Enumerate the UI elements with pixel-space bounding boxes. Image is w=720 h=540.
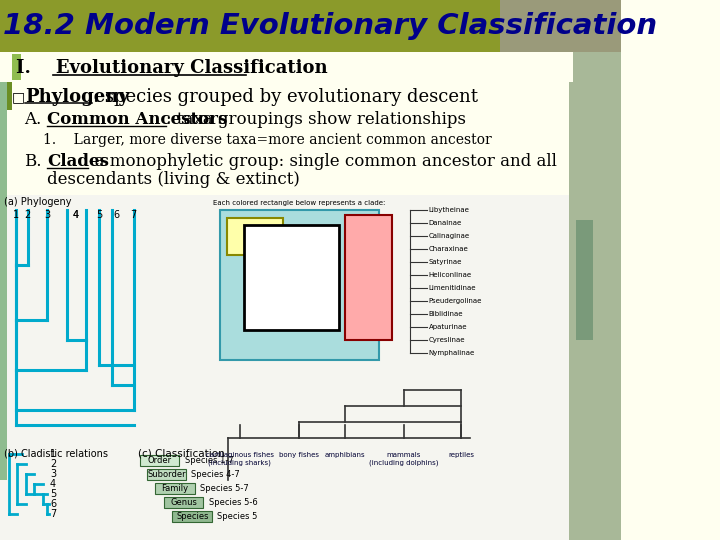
Text: Charaxinae: Charaxinae [428,246,468,252]
Text: descendants (living & extinct): descendants (living & extinct) [48,172,300,188]
Text: bony fishes: bony fishes [279,452,319,458]
Text: Apaturinae: Apaturinae [428,324,467,330]
Bar [345,215,392,340]
Text: Libytheinae: Libytheinae [428,207,469,213]
Text: 6: 6 [113,210,120,220]
Text: Danainae: Danainae [428,220,462,226]
Text: 7: 7 [50,509,56,519]
Text: Pseudergolinae: Pseudergolinae [428,298,482,304]
Text: Limenitidinae: Limenitidinae [428,285,476,291]
Text: Satyrinae: Satyrinae [428,259,462,265]
Text: Species 5: Species 5 [217,512,258,521]
Bar [0,52,573,82]
Bar [0,52,7,480]
Text: Suborder: Suborder [147,470,186,479]
Text: : species grouped by evolutionary descent: : species grouped by evolutionary descen… [93,88,478,106]
Text: : taxa groupings show relationships: : taxa groupings show relationships [166,111,467,129]
Bar [227,218,283,255]
Text: amphibians: amphibians [325,452,365,458]
Bar [156,483,195,494]
Text: (a) Phylogeny: (a) Phylogeny [4,197,72,207]
Text: 18.2 Modern Evolutionary Classification: 18.2 Modern Evolutionary Classification [4,12,657,40]
Text: Common Ancestors: Common Ancestors [48,111,228,129]
Text: Species 4-7: Species 4-7 [192,470,240,479]
Text: Biblidinae: Biblidinae [428,311,463,317]
Bar [576,220,593,340]
Text: Species: Species [176,512,209,521]
Bar [164,497,204,508]
Text: 5: 5 [96,210,102,220]
Text: Species 5-7: Species 5-7 [200,484,249,493]
Text: Genus: Genus [170,498,197,507]
Text: 4: 4 [73,210,79,220]
Text: Nymphalinae: Nymphalinae [428,350,474,356]
Text: Calinaginae: Calinaginae [428,233,469,239]
Bar [0,195,569,540]
Bar [569,0,621,540]
Text: 1: 1 [12,210,19,220]
Bar [147,469,186,480]
Bar [500,0,621,52]
Text: I.    Evolutionary Classification: I. Evolutionary Classification [16,59,327,77]
Text: 5: 5 [50,489,56,499]
Text: Species 5-6: Species 5-6 [209,498,257,507]
Text: 6: 6 [50,499,56,509]
Text: cartilaginous fishes
(including sharks): cartilaginous fishes (including sharks) [206,452,274,465]
Text: mammals
(including dolphins): mammals (including dolphins) [369,452,438,465]
Text: Phylogeny: Phylogeny [25,88,129,106]
Text: Species 1-7: Species 1-7 [184,456,233,465]
Text: 4: 4 [50,479,56,489]
Text: 3: 3 [50,469,56,479]
Text: Each colored rectangle below represents a clade:: Each colored rectangle below represents … [213,200,385,206]
Text: B.: B. [24,153,42,171]
Text: 1: 1 [50,449,56,459]
Text: Cyreslinae: Cyreslinae [428,337,465,343]
Bar [220,210,379,360]
Text: Family: Family [161,484,189,493]
Text: -a monophyletic group: single common ancestor and all: -a monophyletic group: single common anc… [89,153,557,171]
Text: (c) Classification: (c) Classification [138,448,225,458]
Bar [0,0,621,52]
Bar [7,52,12,110]
Text: 2: 2 [24,210,31,220]
Text: 3: 3 [45,210,50,220]
Text: (b) Cladistic relations: (b) Cladistic relations [4,448,108,458]
Bar [172,511,212,522]
Text: reptiles: reptiles [449,452,474,458]
Text: Clades: Clades [48,153,109,171]
Text: Heliconlinae: Heliconlinae [428,272,472,278]
Text: 1.    Larger, more diverse taxa=more ancient common ancestor: 1. Larger, more diverse taxa=more ancien… [43,133,492,147]
Bar [244,225,339,330]
Bar [12,54,21,80]
Bar [140,455,179,466]
Text: 4: 4 [73,210,79,220]
Text: A.: A. [24,111,41,129]
Text: □: □ [12,90,25,104]
Text: 2: 2 [50,459,56,469]
Text: Order: Order [148,456,171,465]
Text: 7: 7 [130,210,137,220]
